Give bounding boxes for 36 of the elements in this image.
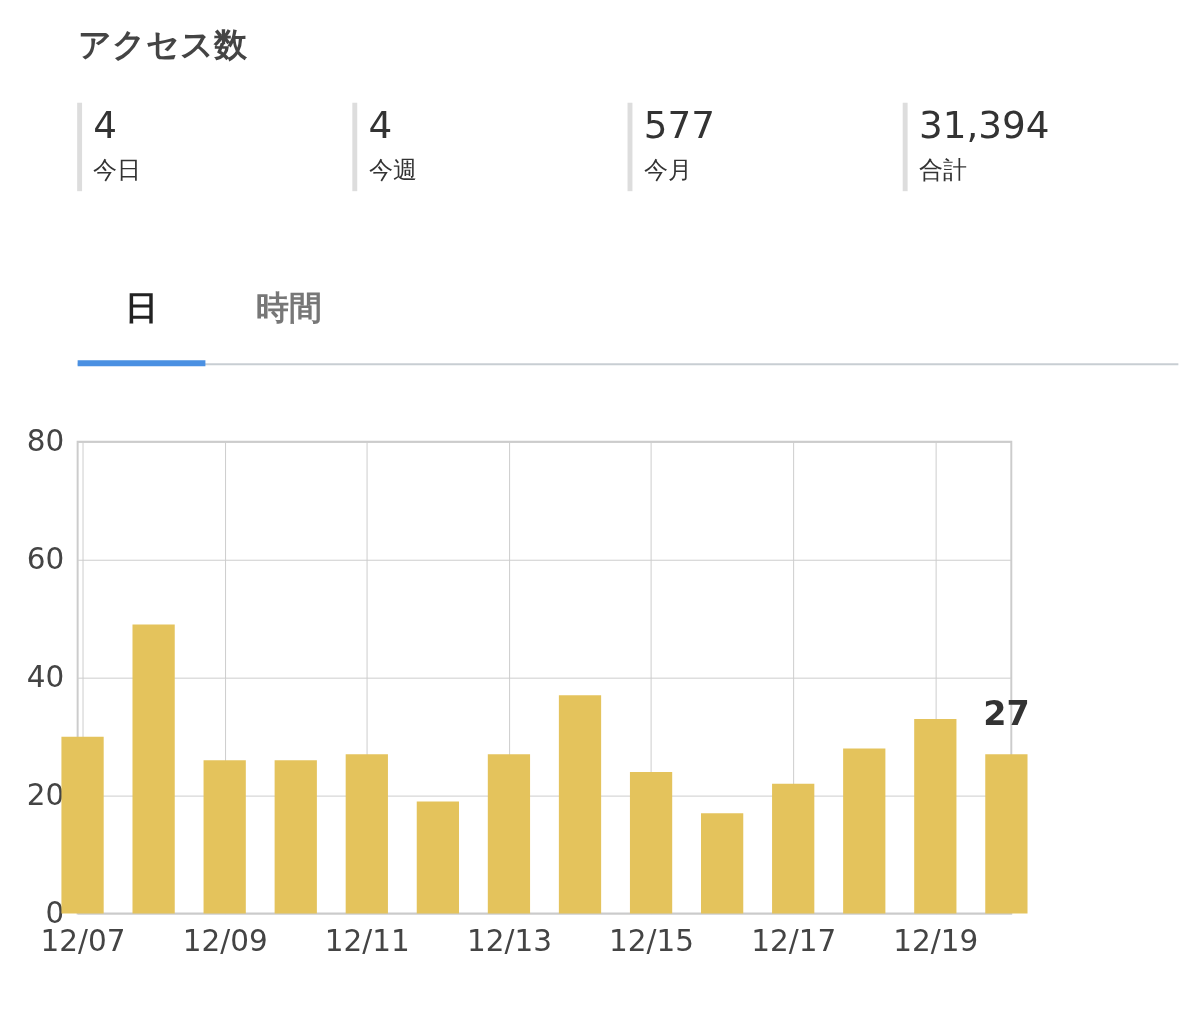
y-tick-label: 40 xyxy=(26,660,65,695)
bar xyxy=(416,801,460,914)
bar xyxy=(701,813,744,914)
category-label: 今週 xyxy=(368,156,417,185)
data-label: 31,394 xyxy=(918,103,1050,148)
x-tick-label: 12/17 xyxy=(751,924,837,959)
bar xyxy=(61,736,104,914)
data-label: 4 xyxy=(93,103,118,148)
bar xyxy=(558,695,602,914)
data-label: 577 xyxy=(643,103,715,148)
data-label: 4 xyxy=(368,103,393,148)
y-tick-label: 80 xyxy=(26,424,65,459)
category-label: 今月 xyxy=(643,156,692,185)
category-label: 今日 xyxy=(93,156,142,185)
x-tick-label: 12/13 xyxy=(466,924,552,959)
bar xyxy=(487,754,531,914)
x-tick-label: 12/09 xyxy=(182,924,268,959)
y-tick-label: 60 xyxy=(26,542,65,577)
x-tick-label: 12/11 xyxy=(324,924,410,959)
x-tick-label: 12/15 xyxy=(609,924,695,959)
bar xyxy=(772,783,815,914)
text: 日 xyxy=(125,287,159,327)
x-tick-label: 12/19 xyxy=(893,924,979,959)
y-tick-label: 20 xyxy=(26,777,65,812)
text: 時間 xyxy=(255,287,322,327)
bar xyxy=(274,760,317,914)
category-label: 合計 xyxy=(918,156,967,185)
bar xyxy=(914,718,957,914)
bar xyxy=(203,760,246,914)
text: アクセス数 xyxy=(77,24,248,64)
bar xyxy=(843,748,886,914)
bar xyxy=(985,754,1028,914)
data-label: 27 xyxy=(983,693,1030,733)
bar xyxy=(629,772,673,914)
bar xyxy=(132,624,175,914)
bar xyxy=(345,754,388,914)
